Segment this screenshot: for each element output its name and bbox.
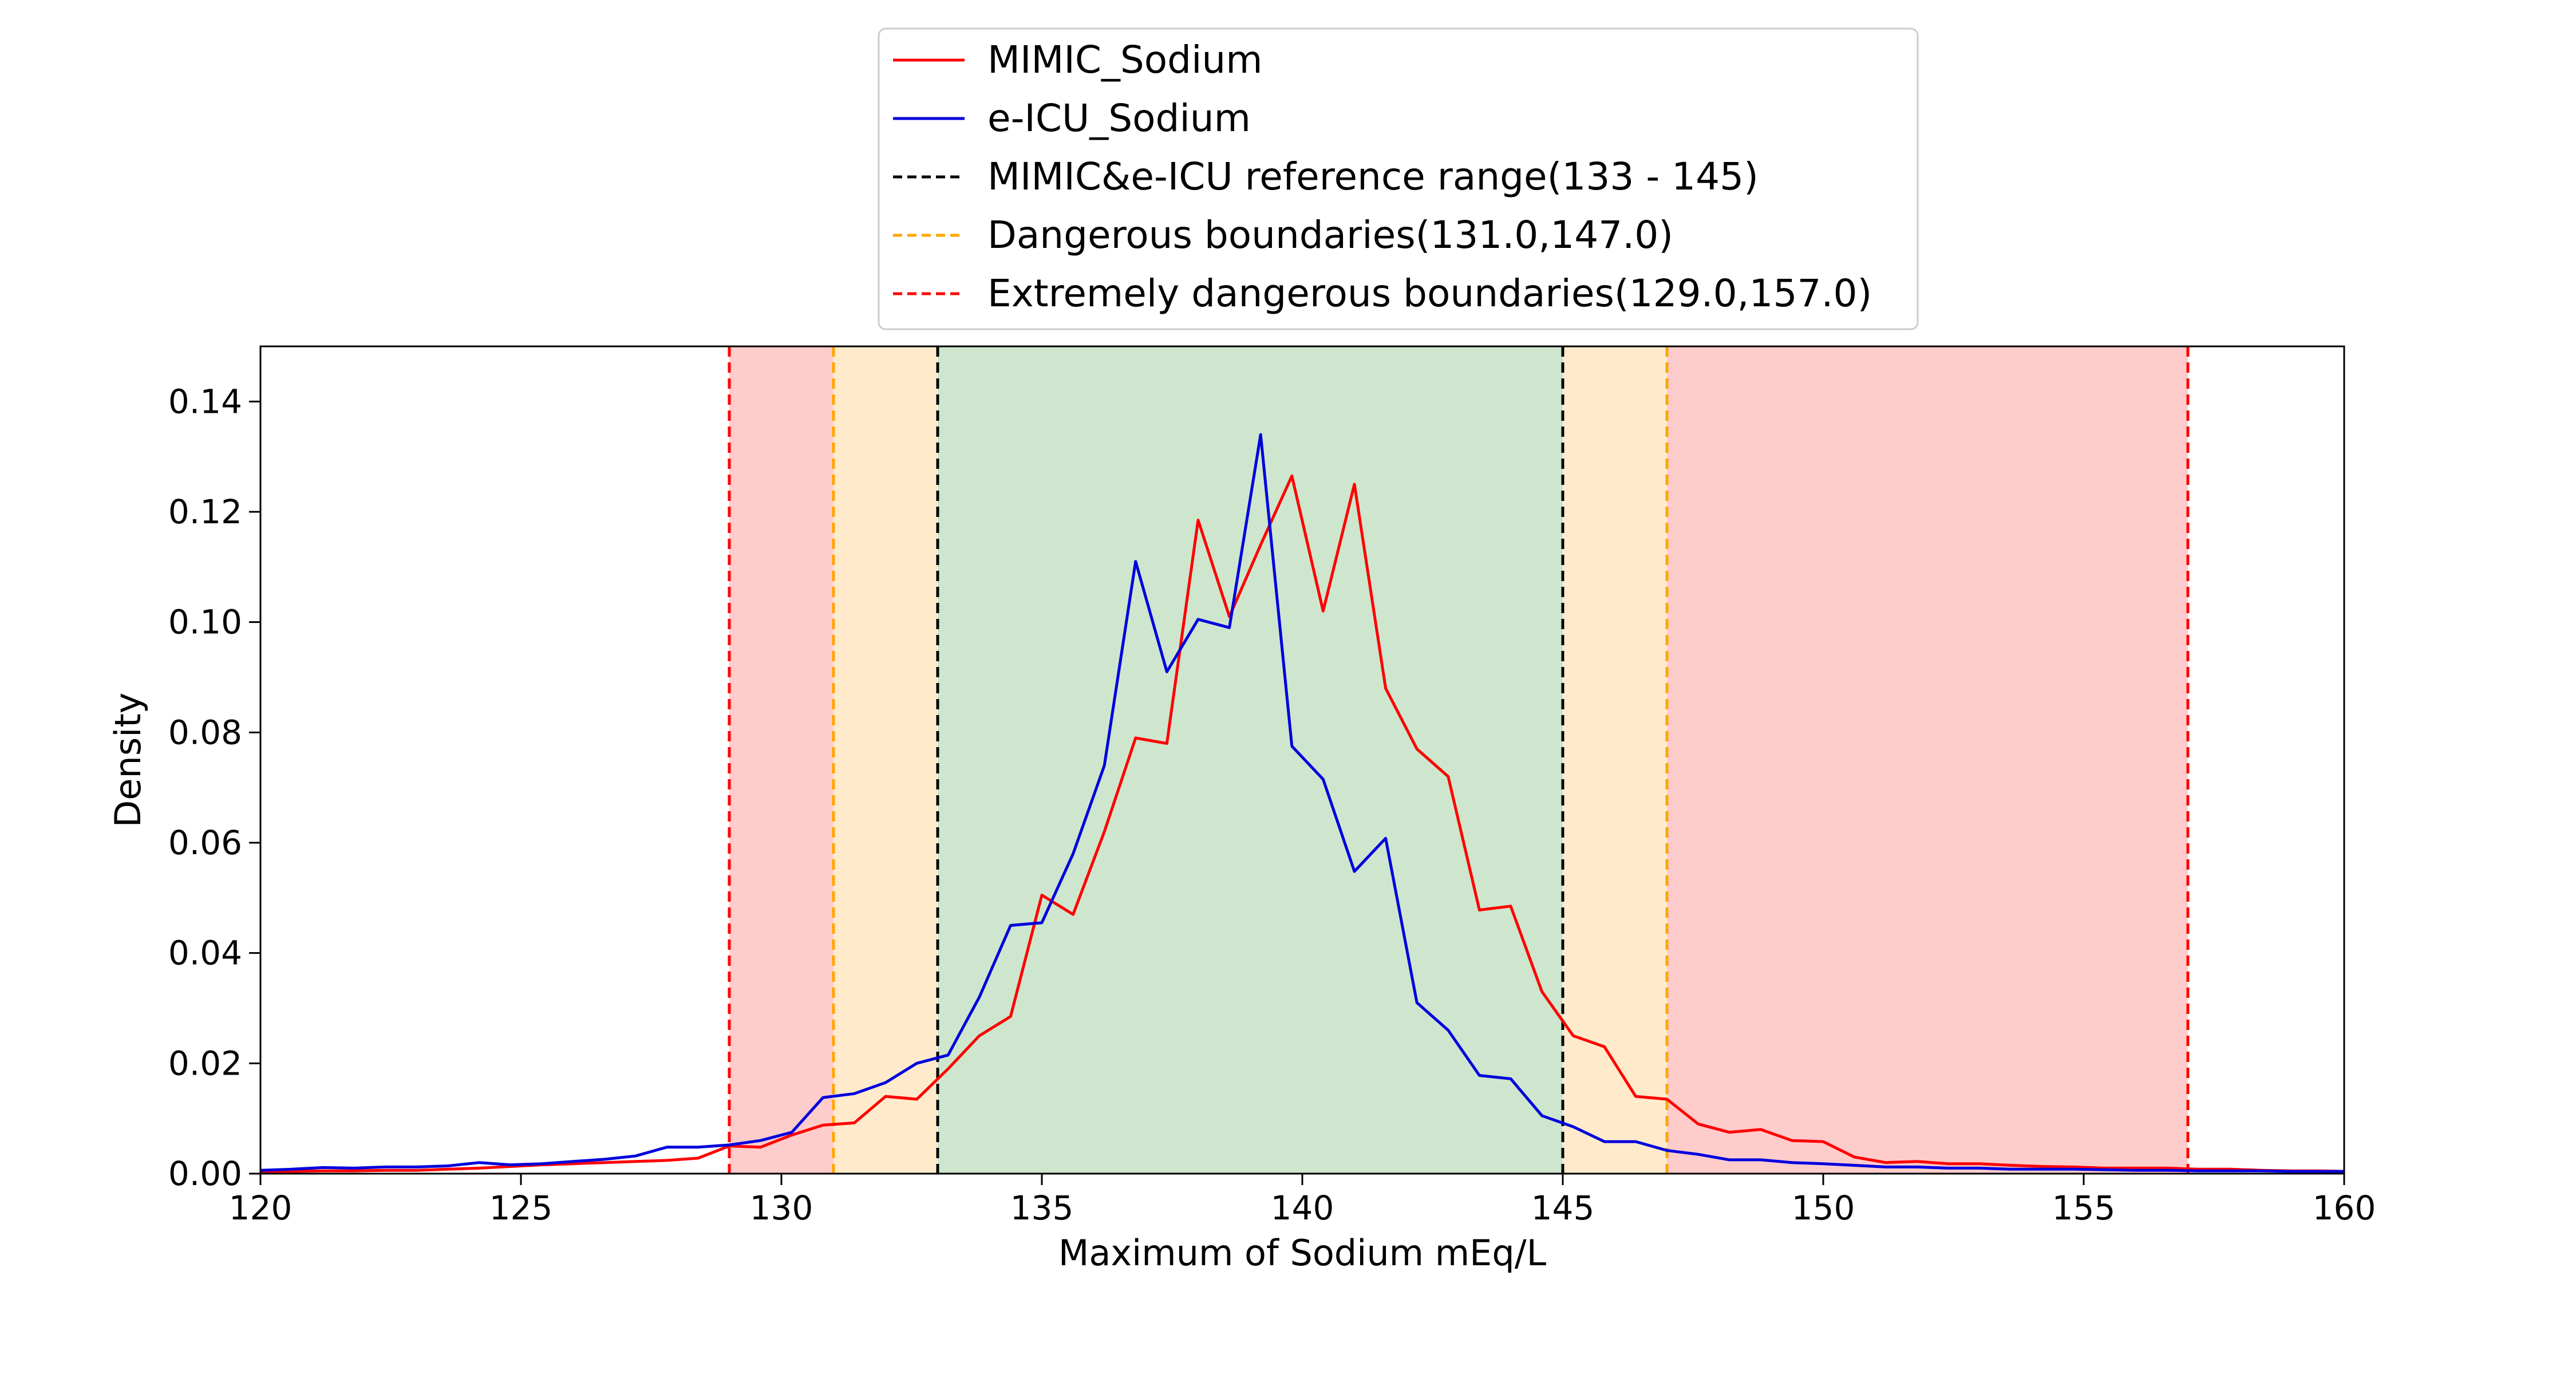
y-axis-label: Density bbox=[107, 693, 149, 828]
x-tick-label: 125 bbox=[489, 1189, 553, 1227]
shaded-region-1 bbox=[833, 346, 938, 1174]
legend-label-3: Dangerous boundaries(131.0,147.0) bbox=[987, 213, 1673, 257]
x-axis: 120 125 130 135 140 145 150 155 160 bbox=[229, 1174, 2376, 1227]
series-line-MIMIC_Sodium bbox=[260, 474, 2345, 1174]
y-tick-label: 0.12 bbox=[168, 492, 242, 531]
y-tick-label: 0.04 bbox=[168, 934, 242, 973]
x-tick-label: 160 bbox=[2313, 1189, 2376, 1227]
shaded-region-4 bbox=[1667, 346, 2188, 1174]
shaded-region-3 bbox=[1563, 346, 1667, 1174]
y-tick-label: 0.02 bbox=[168, 1044, 242, 1083]
x-tick-label: 130 bbox=[750, 1189, 813, 1227]
y-tick-label: 0.08 bbox=[168, 713, 242, 752]
y-tick-label: 0.00 bbox=[168, 1154, 242, 1193]
series-line-e-ICU_Sodium bbox=[260, 433, 2344, 1173]
y-tick-label: 0.14 bbox=[168, 382, 242, 421]
shaded-regions bbox=[729, 346, 2188, 1174]
y-tick-label: 0.06 bbox=[168, 823, 242, 862]
series-lines bbox=[260, 433, 2345, 1174]
x-tick-label: 135 bbox=[1010, 1189, 1074, 1227]
y-axis: 0.00 0.02 0.04 0.06 0.08 0.10 0.12 0.14 bbox=[168, 382, 260, 1193]
reference-lines bbox=[728, 346, 2190, 1174]
x-tick-label: 140 bbox=[1271, 1189, 1334, 1227]
x-axis-label: Maximum of Sodium mEq/L bbox=[1058, 1232, 1547, 1274]
x-tick-label: 150 bbox=[1792, 1189, 1855, 1227]
y-tick-label: 0.10 bbox=[168, 603, 242, 642]
legend: MIMIC_Sodium e-ICU_Sodium MIMIC&e-ICU refe… bbox=[878, 27, 1919, 330]
x-tick-label: 145 bbox=[1531, 1189, 1595, 1227]
legend-box bbox=[878, 27, 1919, 330]
legend-label-1: e-ICU_Sodium bbox=[987, 96, 1251, 140]
legend-label-2: MIMIC&e-ICU reference range(133 - 145) bbox=[987, 155, 1759, 199]
shaded-region-0 bbox=[729, 346, 833, 1174]
legend-label-0: MIMIC_Sodium bbox=[987, 38, 1263, 82]
shaded-region-2 bbox=[938, 346, 1563, 1174]
x-tick-label: 120 bbox=[229, 1189, 293, 1227]
legend-label-4: Extremely dangerous boundaries(129.0,157… bbox=[987, 271, 1872, 315]
x-tick-label: 155 bbox=[2052, 1189, 2116, 1227]
